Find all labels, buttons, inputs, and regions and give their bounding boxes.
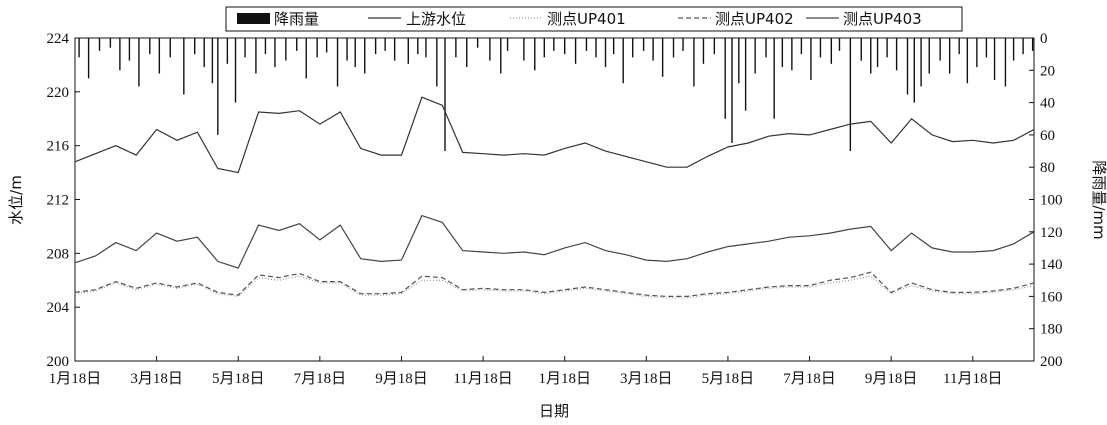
y-axis-title-left: 水位/m [7, 175, 25, 225]
right-axis: 0 20 40 60 80 100 120 140 160 180 200 [1029, 31, 1063, 370]
x-tick-label: 11月18日 [453, 371, 512, 387]
left-tick-label: 212 [47, 193, 70, 209]
legend-label-up403: 测点UP403 [843, 10, 922, 28]
left-tick-label: 224 [47, 31, 70, 47]
x-tick-label: 9月18日 [375, 371, 428, 387]
right-tick-label: 80 [1040, 160, 1055, 176]
legend-label-up402: 测点UP402 [715, 10, 794, 28]
legend-label-up401: 测点UP401 [547, 10, 626, 28]
x-tick-label: 7月18日 [294, 371, 347, 387]
right-tick-label: 0 [1040, 31, 1048, 47]
x-tick-label: 3月18日 [620, 371, 673, 387]
left-tick-label: 220 [47, 85, 70, 101]
series-line [74, 96, 1035, 174]
x-tick-label: 5月18日 [702, 371, 755, 387]
left-tick-label: 204 [47, 300, 70, 316]
legend-swatch-rainfall [237, 13, 270, 24]
x-tick-label: 9月18日 [865, 371, 918, 387]
x-axis: 1月18日 3月18日 5月18日 7月18日 9月18日 11月18日 1月18日 3月18… [49, 356, 1003, 387]
right-tick-label: 100 [1040, 193, 1063, 209]
legend-item-up402: 测点UP402 [678, 10, 794, 28]
legend-item-up403: 测点UP403 [806, 10, 922, 28]
legend-item-rainfall: 降雨量 [237, 10, 319, 28]
x-tick-label: 3月18日 [130, 371, 183, 387]
left-axis: 200 204 208 212 216 220 224 [47, 31, 80, 370]
x-tick-label: 7月18日 [783, 371, 836, 387]
left-tick-label: 216 [47, 139, 70, 155]
right-tick-label: 160 [1040, 289, 1063, 305]
x-tick-label: 1月18日 [538, 371, 591, 387]
legend: 降雨量 上游水位 测点UP401 测点UP402 测点UP403 [225, 6, 963, 32]
x-tick-label: 11月18日 [943, 371, 1002, 387]
legend-label-upstream: 上游水位 [406, 10, 466, 28]
legend-item-upstream: 上游水位 [368, 10, 466, 28]
right-tick-label: 120 [1040, 225, 1063, 241]
series-line [74, 214, 1035, 269]
left-tick-label: 208 [47, 246, 70, 262]
x-tick-label: 5月18日 [212, 371, 265, 387]
series-line [74, 275, 1035, 299]
right-tick-label: 40 [1040, 96, 1055, 112]
right-tick-label: 20 [1040, 63, 1055, 79]
x-axis-title: 日期 [539, 402, 569, 420]
right-tick-label: 60 [1040, 128, 1055, 144]
right-tick-label: 180 [1040, 322, 1063, 338]
legend-label-rainfall: 降雨量 [274, 10, 319, 28]
rainfall-bars [78, 38, 1034, 152]
x-tick-label: 1月18日 [49, 371, 102, 387]
y-axis-title-right: 降雨量/mm [1090, 160, 1107, 239]
legend-item-up401: 测点UP401 [510, 10, 626, 28]
series-line [74, 271, 1035, 297]
series-lines [74, 96, 1035, 299]
right-tick-label: 200 [1040, 354, 1063, 370]
right-tick-label: 140 [1040, 257, 1063, 273]
left-tick-label: 200 [47, 354, 70, 370]
